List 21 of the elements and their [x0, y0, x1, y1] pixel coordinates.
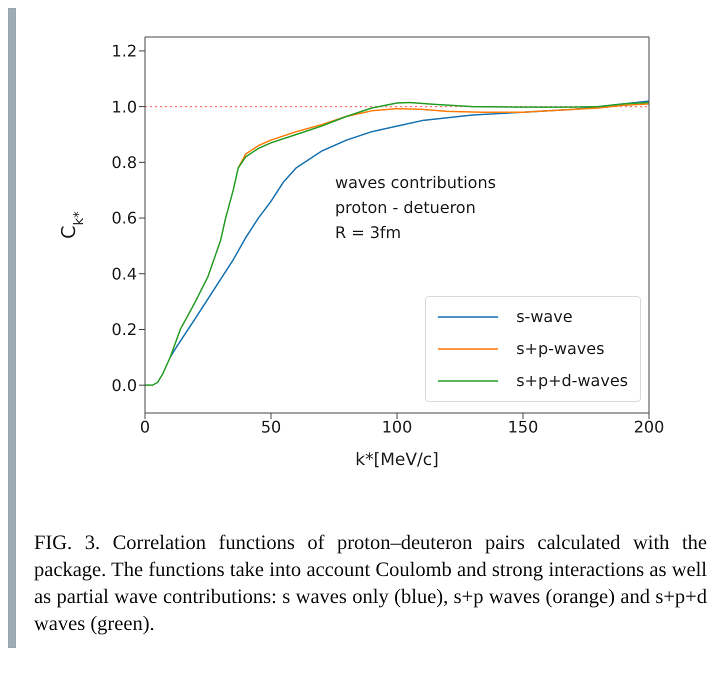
x-tick-label: 50 — [260, 417, 282, 436]
x-tick-label: 100 — [382, 417, 412, 436]
legend-label: s+p+d-waves — [516, 370, 628, 392]
caption: FIG. 3. Correlation functions of proton–deuteron pairs calculated with the package. The functions take into account Coulomb and strong interactions as well as partial wave contributions: s waves only (blue), s+p waves (orange) and s+p+d waves (green). — [34, 531, 707, 637]
y-tick-label: 1.0 — [112, 97, 137, 116]
annotation: R = 3fm — [335, 222, 402, 244]
line-series — [237, 103, 649, 169]
y-tick-label: 0.2 — [112, 320, 137, 340]
x-tick-label: 200 — [634, 417, 664, 436]
legend-label: s+p-waves — [516, 338, 604, 360]
annotation: waves contributions — [335, 172, 496, 194]
x-tick-label: 0 — [140, 417, 150, 436]
y-tick-label: 0.0 — [112, 376, 137, 395]
y-tick-label: 1.2 — [112, 42, 137, 61]
y-tick-label: 0.6 — [112, 208, 137, 228]
y-tick-label: 0.4 — [112, 264, 137, 284]
x-tick-label: 150 — [508, 417, 538, 436]
annotation: proton - detueron — [335, 197, 477, 219]
y-tick-label: 0.8 — [112, 153, 137, 172]
legend-label: s-wave — [516, 306, 573, 328]
x-axis-title: k*[MeV/c] — [355, 450, 439, 470]
